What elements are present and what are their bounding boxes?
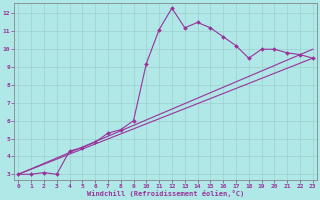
X-axis label: Windchill (Refroidissement éolien,°C): Windchill (Refroidissement éolien,°C): [87, 190, 244, 197]
